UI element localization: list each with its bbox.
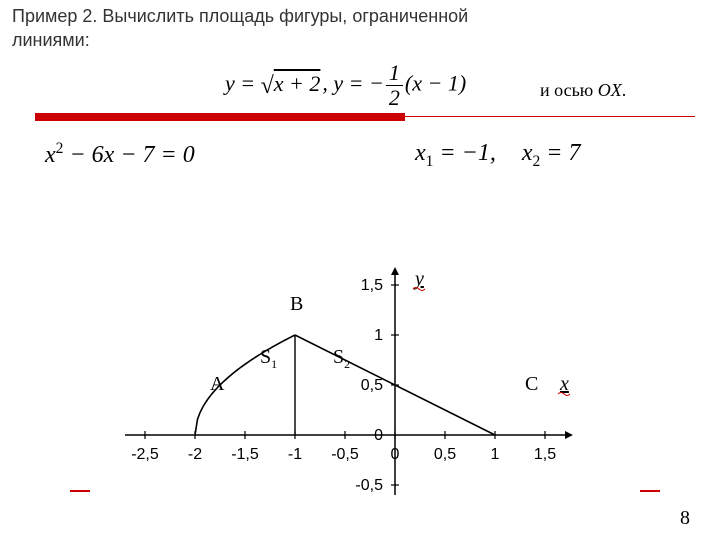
svg-text:0,5: 0,5 [361,377,383,394]
svg-text:-1: -1 [288,446,302,463]
svg-text:-1,5: -1,5 [231,446,259,463]
svg-text:A: A [210,373,225,395]
svg-text:C: C [525,373,538,395]
svg-text:S1: S1 [260,346,277,371]
svg-text:B: B [290,293,303,315]
svg-text:1: 1 [491,446,500,463]
svg-text:-2,5: -2,5 [131,446,159,463]
svg-text:y: y [413,268,424,290]
page-number: 8 [680,507,690,530]
svg-text:-0,5: -0,5 [355,477,383,494]
svg-text:0,5: 0,5 [434,446,456,463]
svg-text:0: 0 [374,427,383,444]
svg-text:-0,5: -0,5 [331,446,359,463]
svg-text:1,5: 1,5 [361,277,383,294]
dash-right [640,490,660,492]
chart: -2,5 -2 -1,5 -1 -0,5 0 0,5 1 1,5 -0,5 0,5 1 1,5 0 A B C S… [0,0,720,540]
svg-text:-2: -2 [188,446,202,463]
svg-text:S2: S2 [333,346,350,371]
dash-left [70,490,90,492]
svg-text:0: 0 [391,446,400,463]
svg-text:1: 1 [374,327,383,344]
svg-text:x: x [559,373,569,395]
svg-text:1,5: 1,5 [534,446,556,463]
